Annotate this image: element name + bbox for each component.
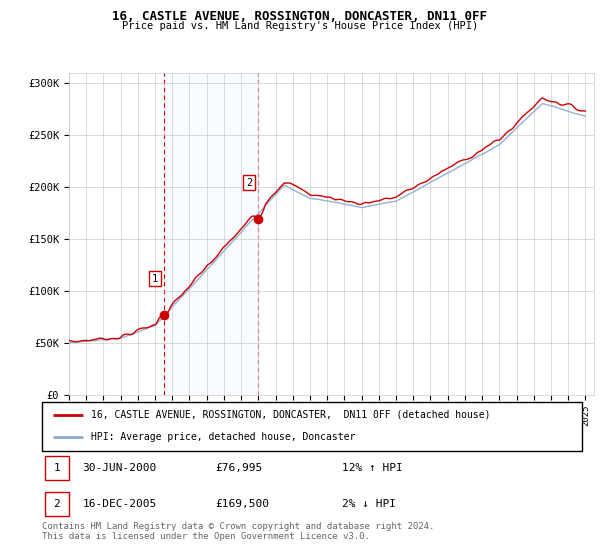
- Text: £169,500: £169,500: [215, 499, 269, 509]
- Text: Contains HM Land Registry data © Crown copyright and database right 2024.
This d: Contains HM Land Registry data © Crown c…: [42, 522, 434, 542]
- FancyBboxPatch shape: [45, 492, 69, 516]
- FancyBboxPatch shape: [42, 402, 582, 451]
- Text: 30-JUN-2000: 30-JUN-2000: [83, 463, 157, 473]
- Bar: [164, 73, 257, 395]
- Text: 1: 1: [53, 463, 60, 473]
- FancyBboxPatch shape: [45, 455, 69, 480]
- Text: 16-DEC-2005: 16-DEC-2005: [83, 499, 157, 509]
- Text: 2% ↓ HPI: 2% ↓ HPI: [342, 499, 396, 509]
- Text: 12% ↑ HPI: 12% ↑ HPI: [342, 463, 403, 473]
- Text: £76,995: £76,995: [215, 463, 262, 473]
- Text: 2: 2: [53, 499, 60, 509]
- Text: 1: 1: [152, 274, 158, 284]
- Text: 16, CASTLE AVENUE, ROSSINGTON, DONCASTER, DN11 0FF: 16, CASTLE AVENUE, ROSSINGTON, DONCASTER…: [113, 10, 487, 23]
- Text: 16, CASTLE AVENUE, ROSSINGTON, DONCASTER,  DN11 0FF (detached house): 16, CASTLE AVENUE, ROSSINGTON, DONCASTER…: [91, 410, 490, 420]
- Text: 2: 2: [246, 178, 252, 188]
- Text: HPI: Average price, detached house, Doncaster: HPI: Average price, detached house, Donc…: [91, 432, 355, 442]
- Text: Price paid vs. HM Land Registry's House Price Index (HPI): Price paid vs. HM Land Registry's House …: [122, 21, 478, 31]
